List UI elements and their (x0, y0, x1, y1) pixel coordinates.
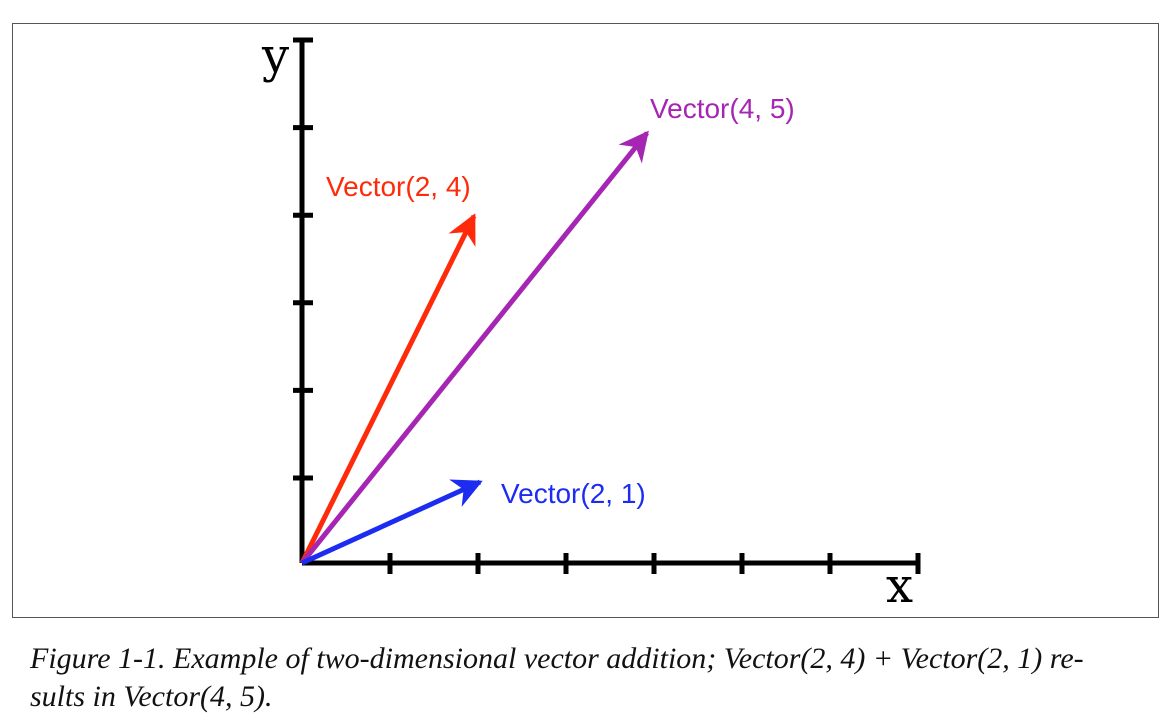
figure-caption: Figure 1-1. Example of two-dimensional v… (30, 640, 1155, 716)
vector-arrow-2-1 (300, 479, 483, 566)
figure-frame (12, 23, 1159, 618)
vector-arrow-4-5 (300, 130, 649, 565)
vector-label-4-5: Vector(4, 5) (650, 93, 795, 124)
x-axis-ticks (387, 553, 921, 574)
x-axis-label: x (886, 558, 913, 614)
vector-arrow-2-4 (299, 213, 477, 565)
vector-label-2-1: Vector(2, 1) (501, 478, 646, 509)
caption-line-1: Figure 1-1. Example of two-dimensional v… (30, 642, 1084, 675)
vector-label-2-4: Vector(2, 4) (326, 171, 471, 202)
y-axis-ticks (293, 37, 313, 481)
y-axis-label: y (261, 28, 289, 84)
vector-diagram: y x Vector(2, 4) Vector(4, 5) Vector(2, … (261, 28, 921, 614)
caption-line-2: sults in Vector(4, 5). (30, 680, 273, 713)
